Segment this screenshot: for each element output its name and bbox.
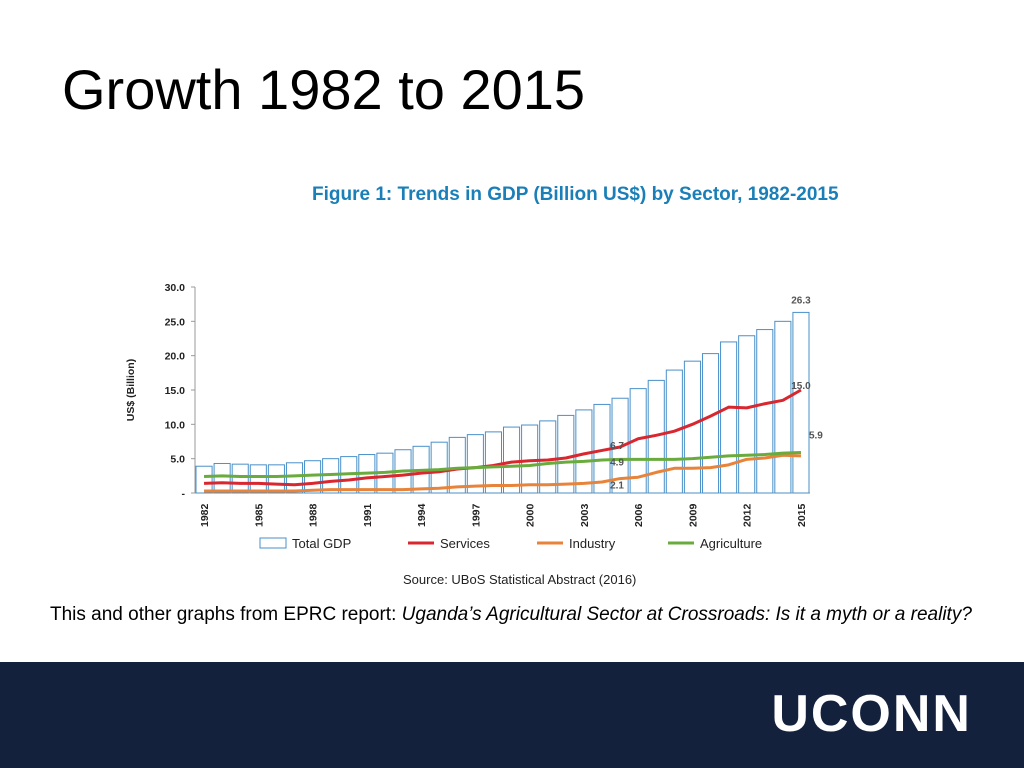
bar-total-gdp xyxy=(484,431,503,494)
data-label: 26.3 xyxy=(791,295,811,306)
bar-total-gdp xyxy=(285,462,304,494)
uconn-logo: UCONN xyxy=(771,685,972,743)
bar-total-gdp xyxy=(756,329,774,494)
line-services xyxy=(203,388,802,487)
x-tick-label: 2000 xyxy=(525,503,537,527)
bar-total-gdp xyxy=(521,424,539,494)
bar-total-gdp xyxy=(792,311,810,494)
bar-total-gdp xyxy=(774,320,792,494)
bar-total-gdp xyxy=(249,464,267,494)
x-tick-label: 1997 xyxy=(470,503,482,527)
y-tick-label: 20.0 xyxy=(165,351,186,363)
bar-total-gdp xyxy=(738,335,756,494)
data-label: 15.0 xyxy=(791,381,811,392)
x-tick-label: 1988 xyxy=(308,503,320,527)
bar-total-gdp xyxy=(503,426,521,494)
line-industry xyxy=(204,453,802,493)
bar-total-gdp xyxy=(466,434,484,494)
slide-title: Growth 1982 to 2015 xyxy=(62,58,586,121)
bar-total-gdp xyxy=(448,436,466,494)
x-tick-label: 1991 xyxy=(362,503,374,527)
bar-total-gdp xyxy=(539,420,557,494)
slide-caption: This and other graphs from EPRC report: … xyxy=(50,600,1000,630)
y-tick-label: - xyxy=(182,488,186,500)
y-tick-label: 25.0 xyxy=(165,316,186,328)
data-label: 6.7 xyxy=(610,441,624,452)
legend-label: Total GDP xyxy=(292,536,351,551)
bar-total-gdp xyxy=(231,463,249,494)
x-tick-label: 1985 xyxy=(253,503,265,527)
bar-total-gdp xyxy=(430,441,448,494)
y-tick-label: 30.0 xyxy=(165,282,186,294)
y-tick-label: 5.0 xyxy=(170,454,185,466)
footer-bar: UCONN xyxy=(0,662,1024,768)
bar-total-gdp xyxy=(557,414,575,494)
x-tick-label: 2015 xyxy=(796,503,808,527)
figure-title: Figure 1: Trends in GDP (Billion US$) by… xyxy=(312,184,839,205)
bar-total-gdp xyxy=(195,465,213,494)
bar-total-gdp xyxy=(701,353,720,494)
x-tick-label: 2009 xyxy=(687,503,699,527)
caption-report-title: Uganda’s Agricultural Sector at Crossroa… xyxy=(401,604,972,625)
bar-total-gdp xyxy=(304,460,322,494)
y-tick-label: 10.0 xyxy=(165,419,186,431)
x-tick-label: 1982 xyxy=(199,503,211,527)
gdp-sector-chart: - 5.0 10.0 15.0 20.0 25.0 30.0 US$ (Billion) 198… xyxy=(125,282,823,551)
bar-total-gdp xyxy=(213,462,231,494)
x-tick-label: 2006 xyxy=(633,503,645,527)
x-tick-label: 1994 xyxy=(416,503,428,527)
data-label: 2.1 xyxy=(610,481,624,492)
legend-swatch xyxy=(259,537,287,549)
legend-label: Services xyxy=(440,536,490,551)
bar-total-gdp xyxy=(720,341,738,494)
caption-text: This and other graphs from EPRC report: xyxy=(50,604,402,625)
x-tick-label: 2003 xyxy=(579,503,591,527)
bar-total-gdp xyxy=(267,464,285,494)
line-agriculture xyxy=(203,450,802,479)
legend-label: Industry xyxy=(569,536,616,551)
x-tick-label: 2012 xyxy=(742,503,754,527)
y-axis-title: US$ (Billion) xyxy=(125,359,137,421)
figure-source: Source: UBoS Statistical Abstract (2016) xyxy=(403,572,637,587)
data-label: 4.9 xyxy=(610,457,624,468)
data-label: 5.9 xyxy=(809,430,823,441)
y-tick-label: 15.0 xyxy=(165,385,186,397)
legend-label: Agriculture xyxy=(700,536,762,551)
